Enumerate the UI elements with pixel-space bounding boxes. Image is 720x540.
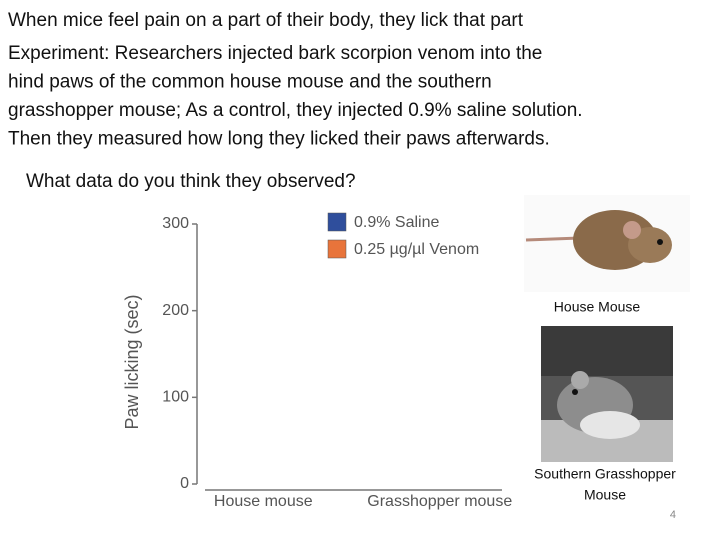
experiment-line: Then they measured how long they licked … xyxy=(8,129,550,150)
legend-swatch xyxy=(327,239,347,259)
y-tick-label: 0 xyxy=(180,475,189,492)
experiment-line: Experiment: Researchers injected bark sc… xyxy=(8,43,542,64)
experiment-line: grasshopper mouse; As a control, they in… xyxy=(8,100,583,121)
y-axis-label: Paw licking (sec) xyxy=(122,294,142,429)
grasshopper-mouse-image xyxy=(541,326,673,462)
heading: When mice feel pain on a part of their b… xyxy=(8,10,524,31)
y-tick-label: 100 xyxy=(162,389,189,406)
legend-swatch xyxy=(327,212,347,232)
house-mouse-image xyxy=(524,195,690,292)
legend-label: 0.9% Saline xyxy=(354,214,439,231)
y-tick-label: 300 xyxy=(162,215,189,232)
legend-label: 0.25 µg/µl Venom xyxy=(354,241,479,258)
image-caption: Mouse xyxy=(584,487,626,503)
x-tick-label: House mouse xyxy=(214,493,313,510)
y-tick-label: 200 xyxy=(162,302,189,319)
page-number: 4 xyxy=(670,509,676,521)
image-caption: Southern Grasshopper xyxy=(534,466,676,482)
experiment-line: hind paws of the common house mouse and … xyxy=(8,72,492,93)
question: What data do you think they observed? xyxy=(26,171,356,192)
image-caption: House Mouse xyxy=(554,299,641,315)
x-tick-label: Grasshopper mouse xyxy=(367,493,512,510)
